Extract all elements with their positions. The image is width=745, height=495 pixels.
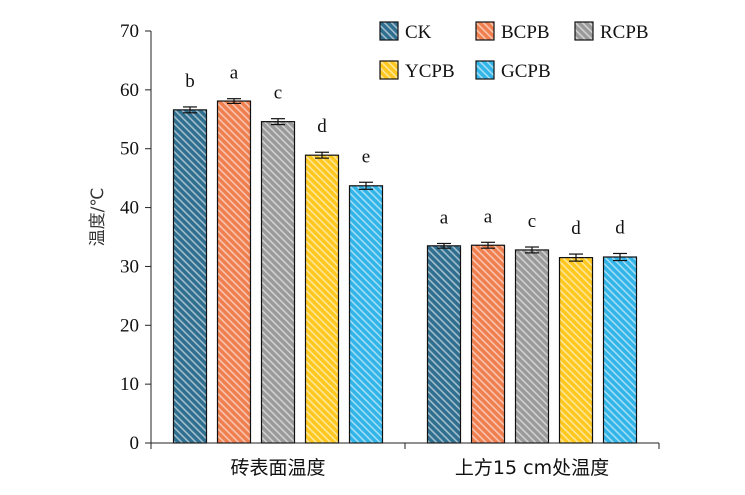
legend-label-bcpb: BCPB xyxy=(501,22,550,43)
bar-rcpb-1 xyxy=(514,249,550,444)
legend: CK BCPB RCPB YCPB GCPB xyxy=(379,21,649,82)
bar-bcpb-0 xyxy=(216,100,252,444)
category-label: 上方15 cm处温度 xyxy=(455,457,609,479)
y-axis-ticks: 0 10 20 30 40 50 60 70 xyxy=(120,21,151,454)
significance-letter: c xyxy=(528,211,536,232)
y-tick-label: 0 xyxy=(130,433,140,454)
legend-label-gcpb: GCPB xyxy=(501,61,551,82)
y-tick-label: 20 xyxy=(120,315,139,336)
significance-letter: a xyxy=(440,207,449,228)
bar-gcpb-1 xyxy=(602,256,638,444)
y-tick-label: 50 xyxy=(120,139,139,160)
bar-gcpb-0 xyxy=(348,185,384,444)
legend-swatch-bcpb xyxy=(475,21,495,41)
y-tick-label: 70 xyxy=(120,21,139,42)
legend-label-ck: CK xyxy=(405,22,432,43)
bar-ck-1 xyxy=(426,245,462,444)
y-tick-label: 60 xyxy=(120,80,139,101)
category-label: 砖表面温度 xyxy=(230,457,325,479)
significance-letter: d xyxy=(571,218,581,239)
bar-rcpb-0 xyxy=(260,121,296,444)
legend-swatch-ycpb xyxy=(379,60,399,80)
legend-label-ycpb: YCPB xyxy=(405,61,455,82)
significance-letter: d xyxy=(317,116,327,137)
legend-swatch-gcpb xyxy=(475,60,495,80)
bar-ck-0 xyxy=(172,109,208,444)
y-tick-label: 10 xyxy=(120,374,139,395)
bar-bcpb-1 xyxy=(470,244,506,444)
bars: b a c d e a a c d d xyxy=(172,63,638,444)
significance-letter: b xyxy=(185,71,195,92)
significance-letter: c xyxy=(274,83,282,104)
axes: 砖表面温度 上方15 cm处温度 xyxy=(150,31,660,479)
y-tick-label: 40 xyxy=(120,198,139,219)
significance-letter: d xyxy=(615,217,625,238)
legend-swatch-ck xyxy=(379,21,399,41)
bar-ycpb-0 xyxy=(304,154,340,444)
significance-letter: a xyxy=(230,63,239,84)
bar-ycpb-1 xyxy=(558,257,594,444)
legend-label-rcpb: RCPB xyxy=(600,22,649,43)
significance-letter: a xyxy=(484,206,493,227)
y-axis-label: 温度/℃ xyxy=(88,188,108,247)
y-tick-label: 30 xyxy=(120,256,139,277)
legend-swatch-rcpb xyxy=(574,21,594,41)
significance-letter: e xyxy=(362,146,370,167)
